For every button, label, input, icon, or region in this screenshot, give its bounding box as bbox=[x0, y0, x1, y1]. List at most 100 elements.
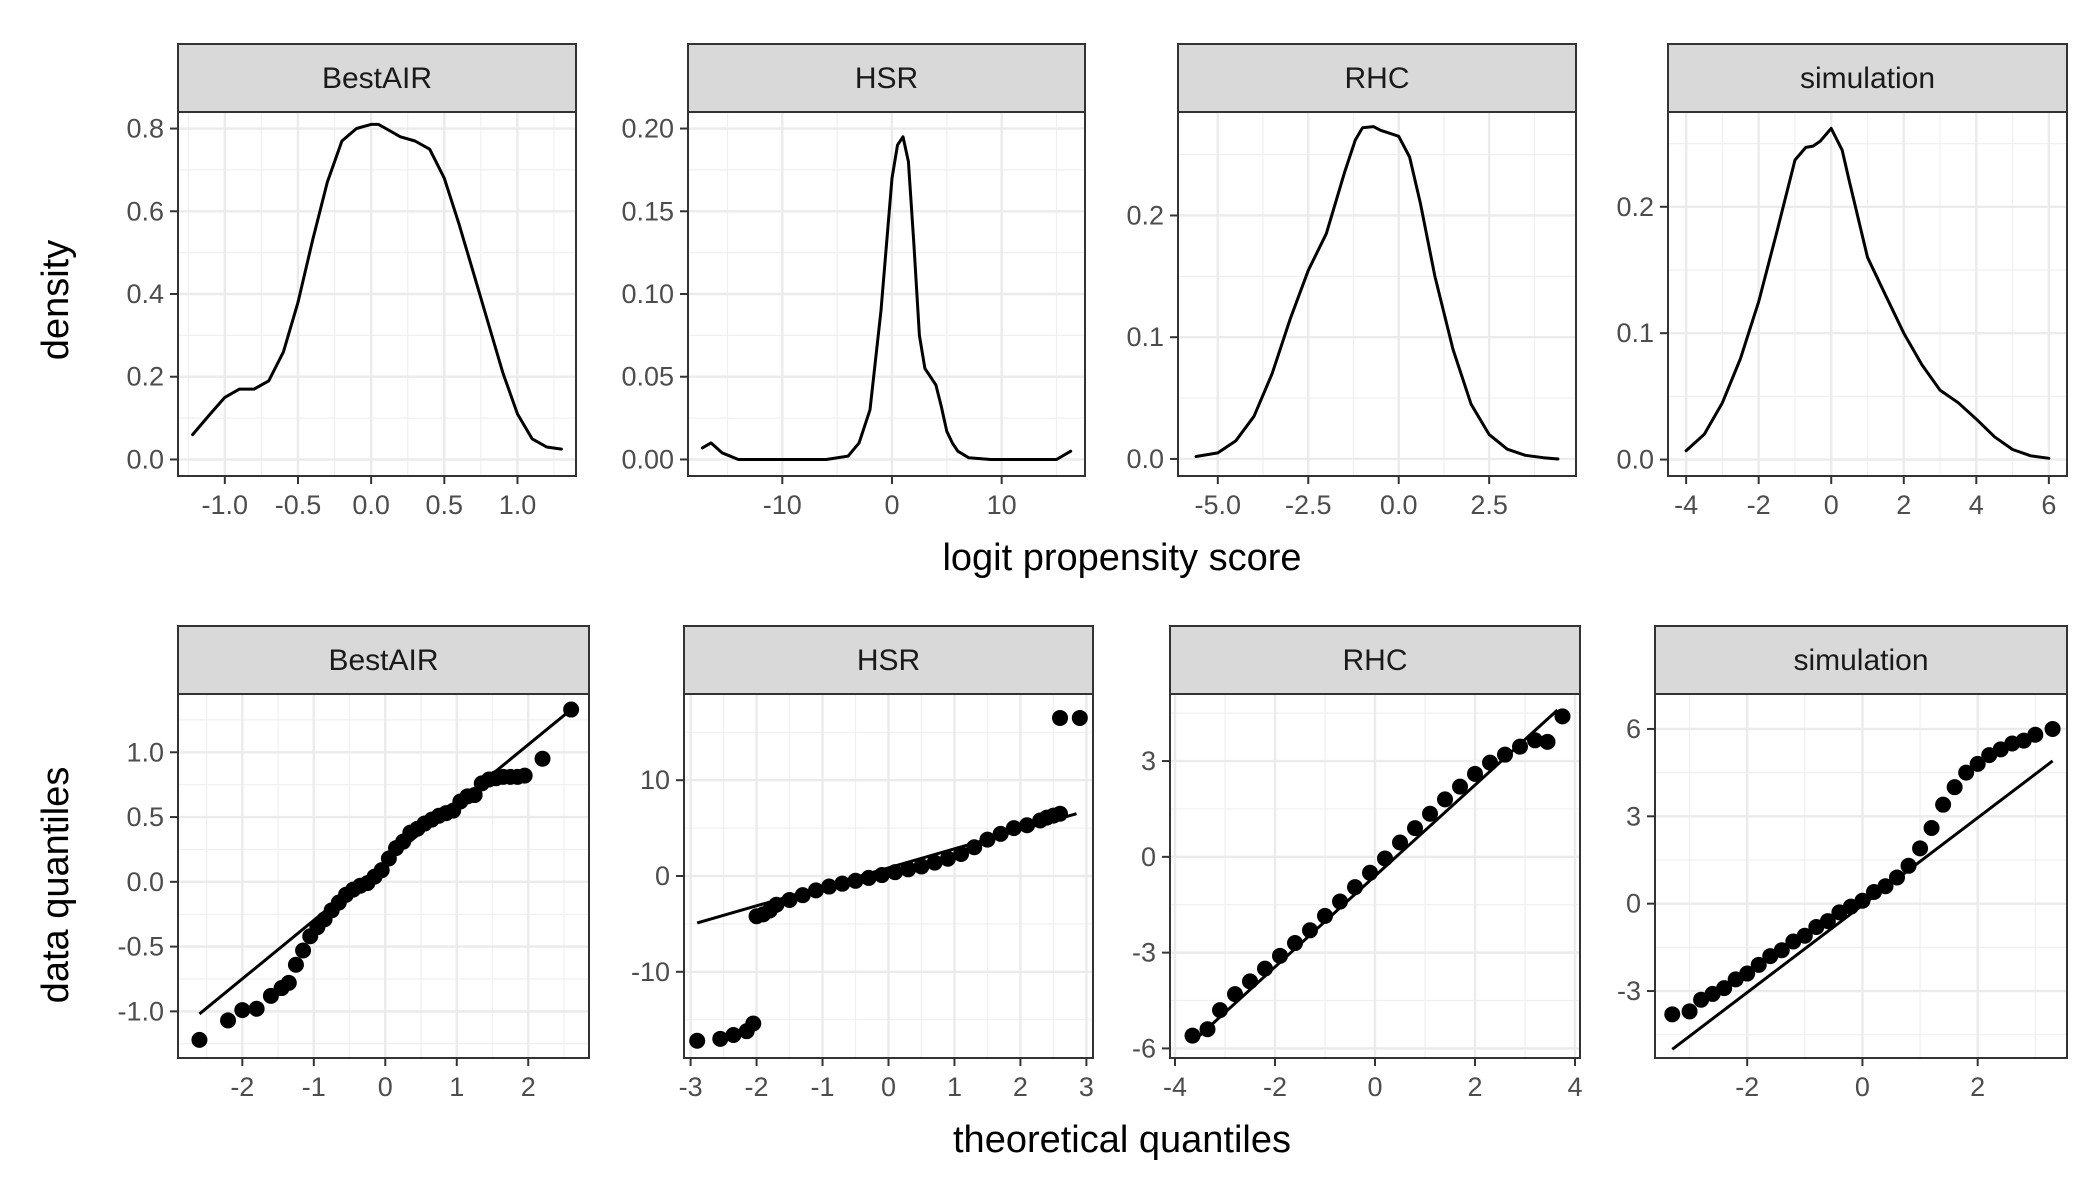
y-tick-label: 0 bbox=[1141, 842, 1156, 872]
qq-point bbox=[1362, 864, 1378, 881]
qq-point bbox=[1407, 820, 1423, 837]
x-tick-label: 2 bbox=[1013, 1072, 1028, 1102]
qq-point bbox=[781, 891, 798, 908]
x-tick-label: 2 bbox=[1896, 490, 1911, 520]
qq-point bbox=[953, 845, 970, 862]
x-tick-label: 2 bbox=[1970, 1072, 1985, 1102]
y-tick-label: 10 bbox=[640, 765, 670, 795]
qq-point bbox=[926, 854, 943, 871]
qq-point bbox=[1854, 892, 1871, 909]
qq-point bbox=[939, 850, 956, 867]
qq-point bbox=[1739, 965, 1756, 982]
qq-point bbox=[821, 878, 838, 895]
qq-point bbox=[1184, 1027, 1201, 1044]
x-tick-label: 0 bbox=[884, 490, 899, 520]
qq-point bbox=[1946, 779, 1963, 796]
qq-point bbox=[234, 1002, 251, 1019]
density-line bbox=[1684, 126, 2051, 460]
y-tick-label: 0.1 bbox=[1616, 318, 1654, 348]
x-axis-title-density: logit propensity score bbox=[942, 537, 1301, 579]
x-tick-label: -2 bbox=[1735, 1072, 1759, 1102]
qq-point bbox=[534, 750, 551, 767]
qq-point bbox=[1554, 708, 1571, 725]
x-tick-label: -4 bbox=[1674, 490, 1698, 520]
qq-point bbox=[807, 882, 824, 899]
x-tick-label: 6 bbox=[2041, 490, 2056, 520]
qq-point bbox=[1877, 878, 1894, 895]
qq-point bbox=[220, 1012, 237, 1029]
y-tick-label: 3 bbox=[1141, 746, 1156, 776]
qq-point bbox=[1332, 893, 1348, 910]
qq-point bbox=[834, 875, 851, 892]
x-tick-label: -4 bbox=[1163, 1072, 1187, 1102]
x-tick-label: 2 bbox=[1467, 1072, 1482, 1102]
y-tick-label: 0.0 bbox=[1616, 445, 1654, 475]
qq-point bbox=[689, 1032, 706, 1049]
qq-point bbox=[1819, 913, 1836, 930]
y-tick-label: 0.0 bbox=[126, 867, 164, 897]
y-tick-label: 6 bbox=[1626, 714, 1641, 744]
x-tick-label: -2 bbox=[1747, 490, 1771, 520]
x-tick-label: 0 bbox=[1824, 490, 1839, 520]
qq-point bbox=[280, 974, 297, 991]
x-tick-label: 0.0 bbox=[352, 490, 390, 520]
x-tick-label: 2.5 bbox=[1470, 490, 1508, 520]
x-tick-label: -2.5 bbox=[1285, 490, 1332, 520]
qq-point bbox=[1422, 805, 1438, 822]
qq-point bbox=[1052, 805, 1069, 822]
x-tick-label: 1 bbox=[449, 1072, 464, 1102]
x-tick-label: 2 bbox=[521, 1072, 536, 1102]
qq-point bbox=[847, 872, 864, 889]
strip-label: simulation bbox=[1793, 644, 1928, 677]
y-tick-label: 0.6 bbox=[126, 196, 164, 226]
y-tick-label: 3 bbox=[1626, 801, 1641, 831]
qq-point bbox=[1287, 935, 1303, 952]
x-tick-label: 0 bbox=[1855, 1072, 1870, 1102]
y-tick-label: 0.1 bbox=[1126, 322, 1164, 352]
qq-point bbox=[900, 861, 917, 878]
y-tick-label: 0.20 bbox=[621, 114, 674, 144]
qq-point bbox=[1005, 820, 1022, 837]
strip-label: HSR bbox=[855, 62, 918, 95]
qq-point bbox=[887, 864, 904, 881]
qq-point bbox=[1272, 947, 1288, 964]
x-tick-label: -1.0 bbox=[202, 490, 249, 520]
qq-point bbox=[1512, 738, 1528, 755]
qq-point bbox=[873, 867, 890, 884]
y-tick-label: 0.8 bbox=[126, 114, 164, 144]
y-tick-label: -3 bbox=[1617, 976, 1641, 1006]
qq-point bbox=[913, 858, 930, 875]
qq-point bbox=[1019, 817, 1036, 834]
y-axis-title-qq: data quantiles bbox=[35, 767, 77, 1004]
qq-point bbox=[1302, 922, 1318, 939]
x-tick-label: 4 bbox=[1969, 490, 1984, 520]
x-tick-label: 10 bbox=[987, 490, 1017, 520]
y-tick-label: 0.0 bbox=[126, 444, 164, 474]
y-tick-label: 0 bbox=[655, 861, 670, 891]
y-axis-title-density: density bbox=[35, 240, 77, 360]
qq-point bbox=[1227, 986, 1243, 1003]
qq-point bbox=[860, 869, 877, 886]
qq-point bbox=[516, 767, 533, 784]
qq-point bbox=[1052, 709, 1069, 726]
qq-point bbox=[1923, 819, 1940, 836]
qq-point bbox=[1681, 1003, 1698, 1020]
strip-label: RHC bbox=[1343, 644, 1408, 677]
x-tick-label: 0.5 bbox=[426, 490, 464, 520]
qq-point bbox=[1392, 834, 1408, 851]
qq-point bbox=[1347, 879, 1363, 896]
x-tick-label: -3 bbox=[679, 1072, 703, 1102]
qq-point bbox=[1257, 960, 1273, 977]
y-tick-label: -1.0 bbox=[117, 996, 164, 1026]
x-tick-label: 0 bbox=[881, 1072, 896, 1102]
x-tick-label: -10 bbox=[763, 490, 802, 520]
density-line bbox=[191, 122, 563, 451]
qq-point bbox=[1664, 1006, 1681, 1023]
strip-label: BestAIR bbox=[322, 62, 432, 95]
panel-density-rhc: RHC -5.0 -2.5 0.0 2.5 0.0 0.1 0.2 bbox=[1126, 43, 1577, 520]
y-tick-label: 0.2 bbox=[1616, 192, 1654, 222]
qq-point bbox=[1969, 755, 1986, 772]
panel-density-hsr: HSR -10 0 10 0.00 0.05 0.10 0.15 0.20 bbox=[621, 43, 1086, 520]
y-tick-label: 0.2 bbox=[1126, 200, 1164, 230]
